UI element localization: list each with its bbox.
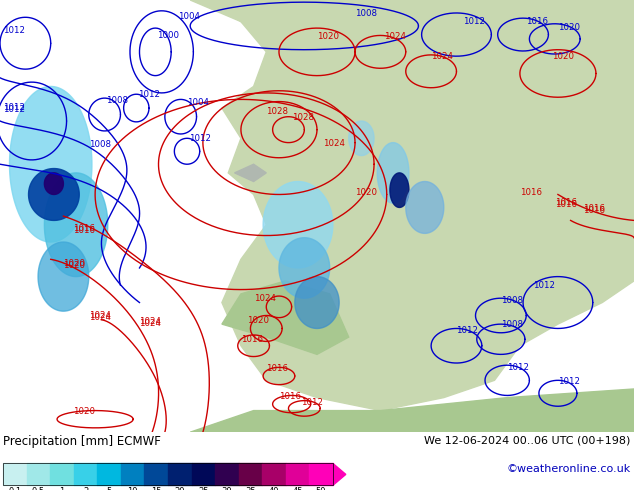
Polygon shape — [390, 173, 409, 207]
Bar — [50, 464, 74, 486]
Text: 1016: 1016 — [555, 200, 577, 209]
Text: 0.5: 0.5 — [32, 487, 45, 490]
Bar — [3, 464, 333, 486]
Polygon shape — [190, 389, 634, 432]
Text: 1020: 1020 — [73, 407, 95, 416]
Bar — [121, 464, 145, 486]
Text: 1016: 1016 — [73, 226, 95, 235]
Bar — [191, 464, 215, 486]
Text: 40: 40 — [269, 487, 279, 490]
Polygon shape — [190, 0, 634, 411]
Polygon shape — [222, 281, 349, 354]
Text: 1004: 1004 — [187, 98, 209, 107]
Text: We 12-06-2024 00..06 UTC (00+198): We 12-06-2024 00..06 UTC (00+198) — [424, 435, 631, 445]
Bar — [262, 464, 286, 486]
Text: 1016: 1016 — [583, 204, 605, 213]
Text: 1020: 1020 — [247, 316, 269, 325]
Text: 1012: 1012 — [558, 376, 580, 386]
Text: 1024: 1024 — [89, 311, 111, 320]
Bar — [168, 464, 191, 486]
Text: 35: 35 — [245, 487, 256, 490]
Text: 1020: 1020 — [558, 24, 580, 32]
Polygon shape — [349, 121, 374, 156]
Polygon shape — [44, 173, 108, 276]
Bar — [215, 464, 238, 486]
Text: 20: 20 — [174, 487, 185, 490]
Text: 1020: 1020 — [552, 51, 574, 60]
Text: 1020: 1020 — [63, 261, 86, 270]
Text: 1008: 1008 — [501, 320, 523, 329]
Text: Precipitation [mm] ECMWF: Precipitation [mm] ECMWF — [3, 435, 161, 448]
Text: 1012: 1012 — [463, 17, 485, 26]
Text: 1012: 1012 — [3, 103, 25, 112]
Text: 1012: 1012 — [507, 363, 529, 372]
Text: 1024: 1024 — [89, 313, 111, 322]
Text: 1016: 1016 — [555, 198, 577, 207]
Polygon shape — [333, 464, 346, 486]
Text: 1016: 1016 — [526, 17, 548, 26]
Text: 5: 5 — [107, 487, 112, 490]
Text: 1012: 1012 — [456, 326, 479, 335]
Polygon shape — [295, 276, 339, 328]
Polygon shape — [209, 0, 304, 43]
Text: 1016: 1016 — [520, 188, 542, 196]
Text: 1016: 1016 — [266, 364, 288, 373]
Text: 1: 1 — [60, 487, 65, 490]
Polygon shape — [10, 86, 92, 242]
Text: 1016: 1016 — [241, 335, 263, 343]
Bar — [286, 464, 309, 486]
Text: 1012: 1012 — [533, 281, 555, 290]
Text: 1008: 1008 — [501, 295, 523, 305]
Text: 1016: 1016 — [583, 206, 605, 215]
Polygon shape — [38, 242, 89, 311]
Text: 1020: 1020 — [317, 32, 339, 41]
Polygon shape — [263, 181, 333, 268]
Polygon shape — [279, 238, 330, 298]
Bar — [74, 464, 98, 486]
Text: 1024: 1024 — [254, 294, 276, 302]
Text: 1024: 1024 — [323, 139, 346, 148]
Bar — [27, 464, 50, 486]
Text: 1020: 1020 — [355, 188, 377, 196]
Text: 1012: 1012 — [3, 25, 25, 35]
Polygon shape — [29, 169, 79, 220]
Text: 15: 15 — [151, 487, 162, 490]
Text: 1024: 1024 — [431, 51, 453, 60]
Text: 1020: 1020 — [63, 259, 86, 268]
Text: 1008: 1008 — [355, 9, 377, 18]
Text: 25: 25 — [198, 487, 209, 490]
Text: 50: 50 — [316, 487, 327, 490]
Bar — [3, 464, 27, 486]
Text: ©weatheronline.co.uk: ©weatheronline.co.uk — [507, 464, 631, 474]
Text: 1016: 1016 — [73, 224, 95, 233]
Text: 0.1: 0.1 — [8, 487, 22, 490]
Text: 1024: 1024 — [139, 319, 162, 328]
Text: 1004: 1004 — [178, 12, 200, 21]
Text: 1024: 1024 — [139, 318, 162, 326]
Text: 30: 30 — [221, 487, 232, 490]
Bar — [145, 464, 168, 486]
Text: 1028: 1028 — [292, 113, 314, 122]
Polygon shape — [406, 181, 444, 233]
Polygon shape — [235, 164, 266, 181]
Text: 1008: 1008 — [89, 140, 111, 149]
Text: 1012: 1012 — [3, 105, 25, 114]
Polygon shape — [377, 143, 409, 203]
Text: 1000: 1000 — [157, 31, 179, 40]
Bar — [309, 464, 333, 486]
Polygon shape — [44, 173, 63, 195]
Text: 1012: 1012 — [301, 398, 323, 407]
Text: 1008: 1008 — [107, 96, 129, 104]
Bar — [98, 464, 121, 486]
Text: 1012: 1012 — [138, 90, 160, 99]
Text: 1012: 1012 — [189, 134, 211, 144]
Text: 1016: 1016 — [279, 392, 301, 401]
Text: 2: 2 — [83, 487, 88, 490]
Bar — [238, 464, 262, 486]
Text: 45: 45 — [292, 487, 303, 490]
Polygon shape — [241, 104, 273, 130]
Text: 10: 10 — [127, 487, 138, 490]
Text: 1024: 1024 — [384, 32, 406, 42]
Text: 1028: 1028 — [266, 107, 288, 116]
